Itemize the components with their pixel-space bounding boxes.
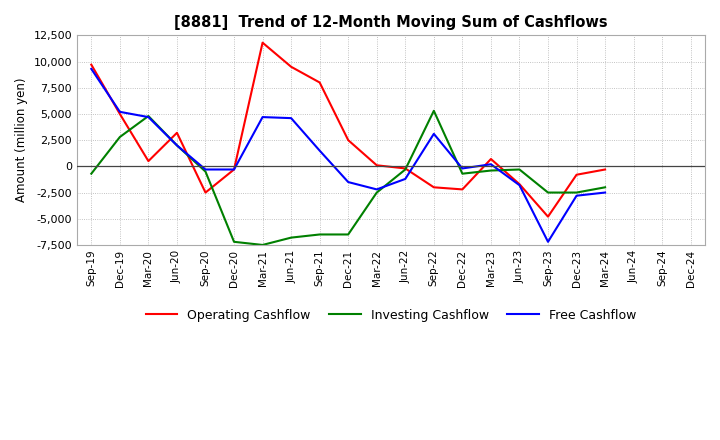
Investing Cashflow	[458, 171, 467, 176]
Line: Operating Cashflow: Operating Cashflow	[91, 43, 605, 216]
Free Cashflow	[372, 187, 381, 192]
Free Cashflow	[230, 167, 238, 172]
Operating Cashflow	[115, 111, 124, 117]
Investing Cashflow	[344, 232, 353, 237]
Operating Cashflow	[572, 172, 581, 177]
Operating Cashflow	[487, 156, 495, 161]
Free Cashflow	[572, 193, 581, 198]
Free Cashflow	[344, 180, 353, 185]
Free Cashflow	[401, 176, 410, 182]
Investing Cashflow	[600, 185, 609, 190]
Investing Cashflow	[401, 167, 410, 172]
Investing Cashflow	[572, 190, 581, 195]
Operating Cashflow	[401, 166, 410, 171]
Free Cashflow	[458, 166, 467, 171]
Legend: Operating Cashflow, Investing Cashflow, Free Cashflow: Operating Cashflow, Investing Cashflow, …	[141, 304, 641, 327]
Free Cashflow	[201, 167, 210, 172]
Investing Cashflow	[430, 108, 438, 114]
Operating Cashflow	[87, 62, 96, 67]
Operating Cashflow	[458, 187, 467, 192]
Free Cashflow	[515, 183, 523, 188]
Investing Cashflow	[201, 169, 210, 174]
Investing Cashflow	[144, 114, 153, 119]
Free Cashflow	[258, 114, 267, 120]
Investing Cashflow	[258, 242, 267, 248]
Free Cashflow	[115, 109, 124, 114]
Free Cashflow	[315, 148, 324, 153]
Investing Cashflow	[230, 239, 238, 245]
Investing Cashflow	[287, 235, 295, 240]
Investing Cashflow	[487, 168, 495, 173]
Operating Cashflow	[144, 158, 153, 164]
Investing Cashflow	[87, 171, 96, 176]
Free Cashflow	[544, 239, 552, 245]
Free Cashflow	[287, 115, 295, 121]
Operating Cashflow	[372, 163, 381, 168]
Operating Cashflow	[173, 130, 181, 136]
Operating Cashflow	[515, 182, 523, 187]
Free Cashflow	[173, 143, 181, 148]
Y-axis label: Amount (million yen): Amount (million yen)	[15, 78, 28, 202]
Operating Cashflow	[258, 40, 267, 45]
Investing Cashflow	[372, 190, 381, 195]
Investing Cashflow	[315, 232, 324, 237]
Line: Free Cashflow: Free Cashflow	[91, 69, 605, 242]
Free Cashflow	[144, 114, 153, 120]
Investing Cashflow	[515, 167, 523, 172]
Free Cashflow	[487, 161, 495, 167]
Operating Cashflow	[201, 190, 210, 195]
Operating Cashflow	[315, 80, 324, 85]
Operating Cashflow	[287, 64, 295, 70]
Operating Cashflow	[344, 138, 353, 143]
Operating Cashflow	[230, 167, 238, 172]
Operating Cashflow	[544, 214, 552, 219]
Line: Investing Cashflow: Investing Cashflow	[91, 111, 605, 245]
Investing Cashflow	[544, 190, 552, 195]
Operating Cashflow	[600, 167, 609, 172]
Title: [8881]  Trend of 12-Month Moving Sum of Cashflows: [8881] Trend of 12-Month Moving Sum of C…	[174, 15, 608, 30]
Free Cashflow	[87, 66, 96, 72]
Investing Cashflow	[173, 143, 181, 148]
Investing Cashflow	[115, 134, 124, 139]
Free Cashflow	[430, 131, 438, 136]
Operating Cashflow	[430, 185, 438, 190]
Free Cashflow	[600, 190, 609, 195]
